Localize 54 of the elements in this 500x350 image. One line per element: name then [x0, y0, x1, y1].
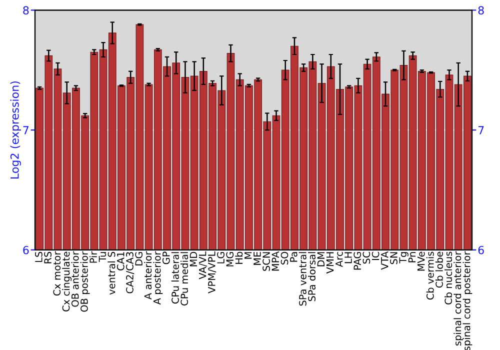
x-tick-label: Pir — [89, 251, 97, 263]
x-tick-label: OB posterior — [80, 251, 90, 312]
x-tick-label: CPu lateral — [171, 252, 179, 304]
x-tick-label: Tu — [98, 252, 106, 262]
x-tick-label: VPM/VPL — [208, 251, 216, 294]
x-tick-label: OB anterior — [71, 251, 79, 307]
x-tick-label: ME — [254, 252, 261, 265]
x-tick-label: SCN — [262, 252, 270, 271]
x-tick-label: LH — [344, 252, 352, 264]
x-tick-label: SN — [390, 252, 398, 264]
x-tick-label: CPu medial — [180, 252, 188, 306]
x-tick-label: Cb nucleus — [444, 252, 452, 304]
x-tick-label: PAG — [354, 252, 362, 270]
y2-tick-label: 7 — [478, 126, 484, 134]
x-tick-label: Tg — [399, 252, 408, 264]
x-tick-label: MPA — [272, 251, 279, 271]
x-tick-label: Pn — [408, 252, 416, 262]
x-tick-label: Cb vermis — [426, 252, 434, 300]
x-tick-label: Cx motor — [53, 251, 61, 296]
y-axis-title: Log2 (expression) — [10, 81, 21, 178]
y-tick-label: 6 — [23, 246, 29, 254]
x-tick-label: VTA — [381, 251, 388, 270]
x-tick-label: GP — [162, 252, 170, 264]
y-tick-label: 8 — [23, 6, 29, 15]
x-tick-label: SO — [280, 252, 288, 264]
x-tick-label: Hb — [235, 252, 243, 264]
x-tick-label: Arc — [336, 252, 343, 267]
x-tick-label: spinal cord anterior — [454, 251, 464, 346]
x-tick-label: LG — [217, 252, 224, 264]
x-tick-label: MD — [190, 252, 198, 266]
x-tick-label: Pa — [290, 252, 298, 262]
x-tick-label: DG — [135, 252, 143, 266]
x-tick-label: Cb lobe — [435, 252, 443, 288]
x-tick-label: LS — [35, 252, 42, 262]
x-tick-label: VA/VL — [199, 251, 208, 280]
x-tick-label: SC — [362, 252, 370, 264]
x-tick-label: A anterior — [144, 251, 152, 300]
x-tick-label: ventral S — [108, 252, 116, 295]
x-tick-label: MVe — [418, 252, 425, 271]
x-tick-label: SPa dorsal — [308, 252, 316, 302]
y-tick-label: 7 — [23, 126, 28, 134]
x-tick-label: Cx cingulate — [62, 252, 72, 312]
x-tick-label: MG — [226, 252, 234, 266]
x-tick-label: RS — [44, 252, 52, 264]
x-tick-label: CA1 — [116, 252, 124, 270]
x-tick-label: DM — [317, 252, 324, 266]
x-tick-label: VMH — [326, 252, 334, 274]
x-tick-label: IC — [372, 252, 380, 260]
x-tick-label: CA2/CA3 — [126, 252, 134, 294]
y2-tick-label: 6 — [478, 246, 484, 254]
y2-tick-label: 8 — [478, 6, 484, 15]
x-tick-label: A posterior — [153, 251, 163, 305]
x-tick-label: M — [244, 252, 252, 259]
x-tick-label: SPa ventral — [298, 252, 306, 306]
